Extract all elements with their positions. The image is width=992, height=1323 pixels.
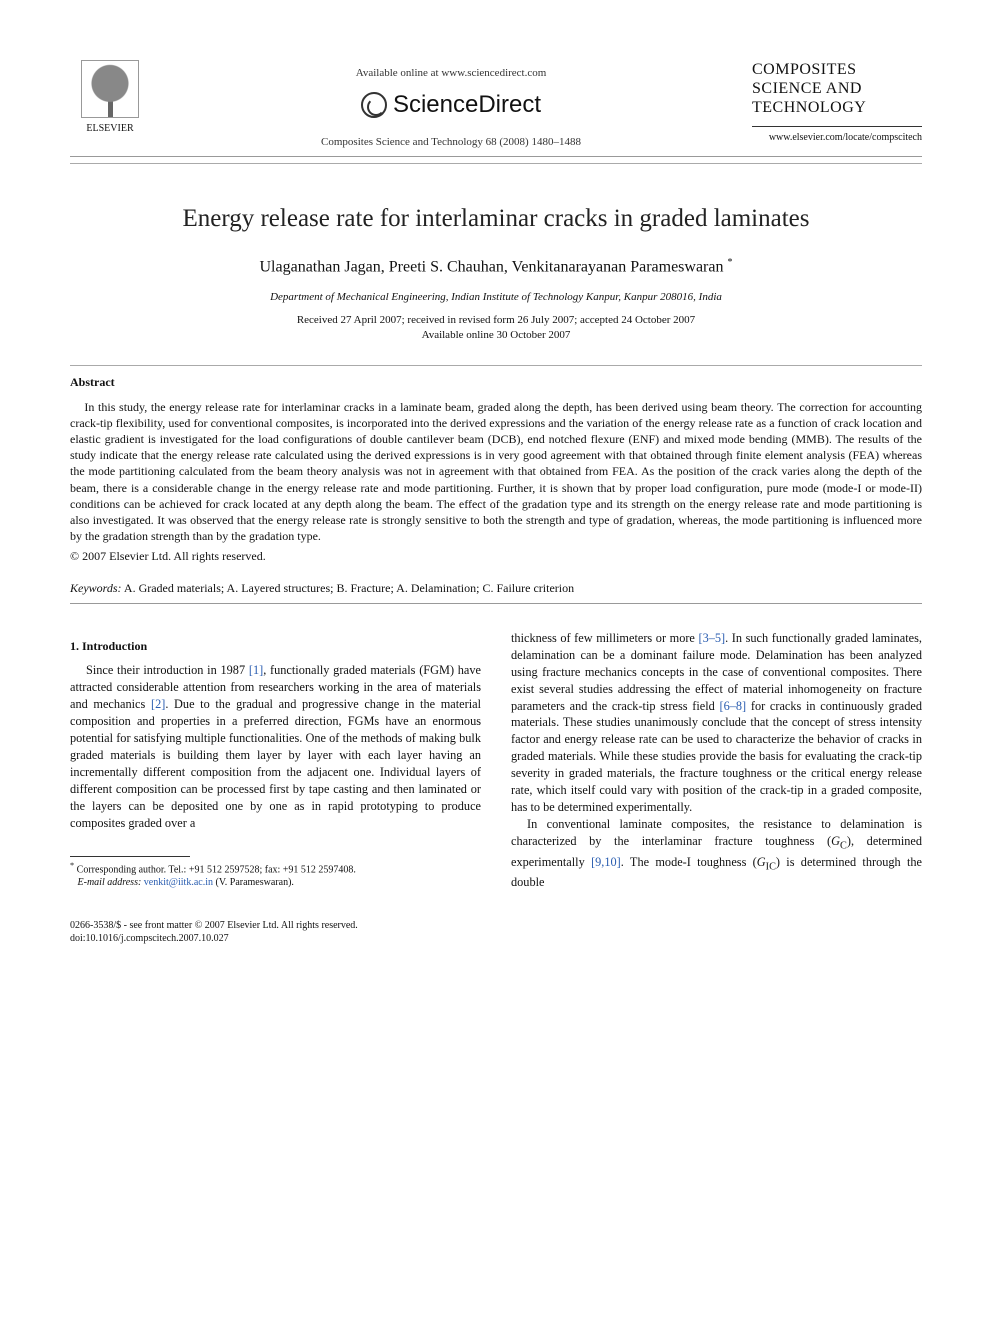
abstract-heading: Abstract [70,374,922,390]
dates-received: Received 27 April 2007; received in revi… [297,314,695,326]
article-dates: Received 27 April 2007; received in revi… [70,313,922,344]
affiliation: Department of Mechanical Engineering, In… [70,290,922,305]
authors-line: Ulaganathan Jagan, Preeti S. Chauhan, Ve… [70,256,922,278]
intro-paragraph-2: In conventional laminate composites, the… [511,816,922,891]
citation-link[interactable]: [9,10] [591,855,621,869]
citation-link[interactable]: [3–5] [698,631,725,645]
email-link[interactable]: venkit@iitk.ac.in [144,877,213,888]
corresponding-mark: * [727,257,732,268]
footnote-corr-text: Corresponding author. Tel.: +91 512 2597… [77,864,356,875]
abstract-body: In this study, the energy release rate f… [70,399,922,545]
journal-url[interactable]: www.elsevier.com/locate/compscitech [752,131,922,145]
header-rule [70,163,922,164]
sciencedirect-swirl-icon [361,92,387,118]
citation-link[interactable]: [6–8] [720,699,747,713]
abstract-top-rule [70,365,922,366]
intro-paragraph-1-cont: thickness of few millimeters or more [3–… [511,630,922,817]
journal-header: ELSEVIER Available online at www.science… [70,60,922,157]
available-online-text: Available online at www.sciencedirect.co… [150,66,752,81]
corresponding-mark-footnote: * [70,861,74,870]
footer-meta: 0266-3538/$ - see front matter © 2007 El… [70,919,922,945]
sciencedirect-logo: ScienceDirect [361,89,541,121]
keywords-value: A. Graded materials; A. Layered structur… [124,581,574,595]
elsevier-tree-icon [81,60,139,118]
sciencedirect-label: ScienceDirect [393,89,541,121]
keywords-line: Keywords: A. Graded materials; A. Layere… [70,580,922,596]
publisher-name: ELSEVIER [70,122,150,136]
dates-online: Available online 30 October 2007 [422,329,571,341]
column-left: 1. Introduction Since their introduction… [70,630,481,892]
body-columns: 1. Introduction Since their introduction… [70,630,922,892]
citation-link[interactable]: [2] [151,697,165,711]
email-label: E-mail address: [78,877,142,888]
journal-citation: Composites Science and Technology 68 (20… [150,135,752,150]
journal-title-box: COMPOSITES SCIENCE AND TECHNOLOGY www.el… [752,60,922,144]
issn-line: 0266-3538/$ - see front matter © 2007 El… [70,920,358,931]
article-title: Energy release rate for interlaminar cra… [70,202,922,236]
doi-line: doi:10.1016/j.compscitech.2007.10.027 [70,933,229,944]
intro-paragraph-1: Since their introduction in 1987 [1], fu… [70,662,481,832]
abstract-paragraph: In this study, the energy release rate f… [70,399,922,545]
publisher-logo-block: ELSEVIER [70,60,150,136]
email-person: (V. Parameswaran). [216,877,294,888]
footnote-separator [70,856,190,857]
keywords-rule [70,603,922,604]
citation-link[interactable]: [1] [249,663,263,677]
authors: Ulaganathan Jagan, Preeti S. Chauhan, Ve… [260,258,724,275]
journal-title: COMPOSITES SCIENCE AND TECHNOLOGY [752,60,922,127]
header-center: Available online at www.sciencedirect.co… [150,60,752,150]
column-right: thickness of few millimeters or more [3–… [511,630,922,892]
keywords-label: Keywords: [70,581,122,595]
corresponding-author-footnote: * Corresponding author. Tel.: +91 512 25… [70,861,481,889]
section-heading-intro: 1. Introduction [70,638,481,655]
copyright-line: © 2007 Elsevier Ltd. All rights reserved… [70,548,922,564]
